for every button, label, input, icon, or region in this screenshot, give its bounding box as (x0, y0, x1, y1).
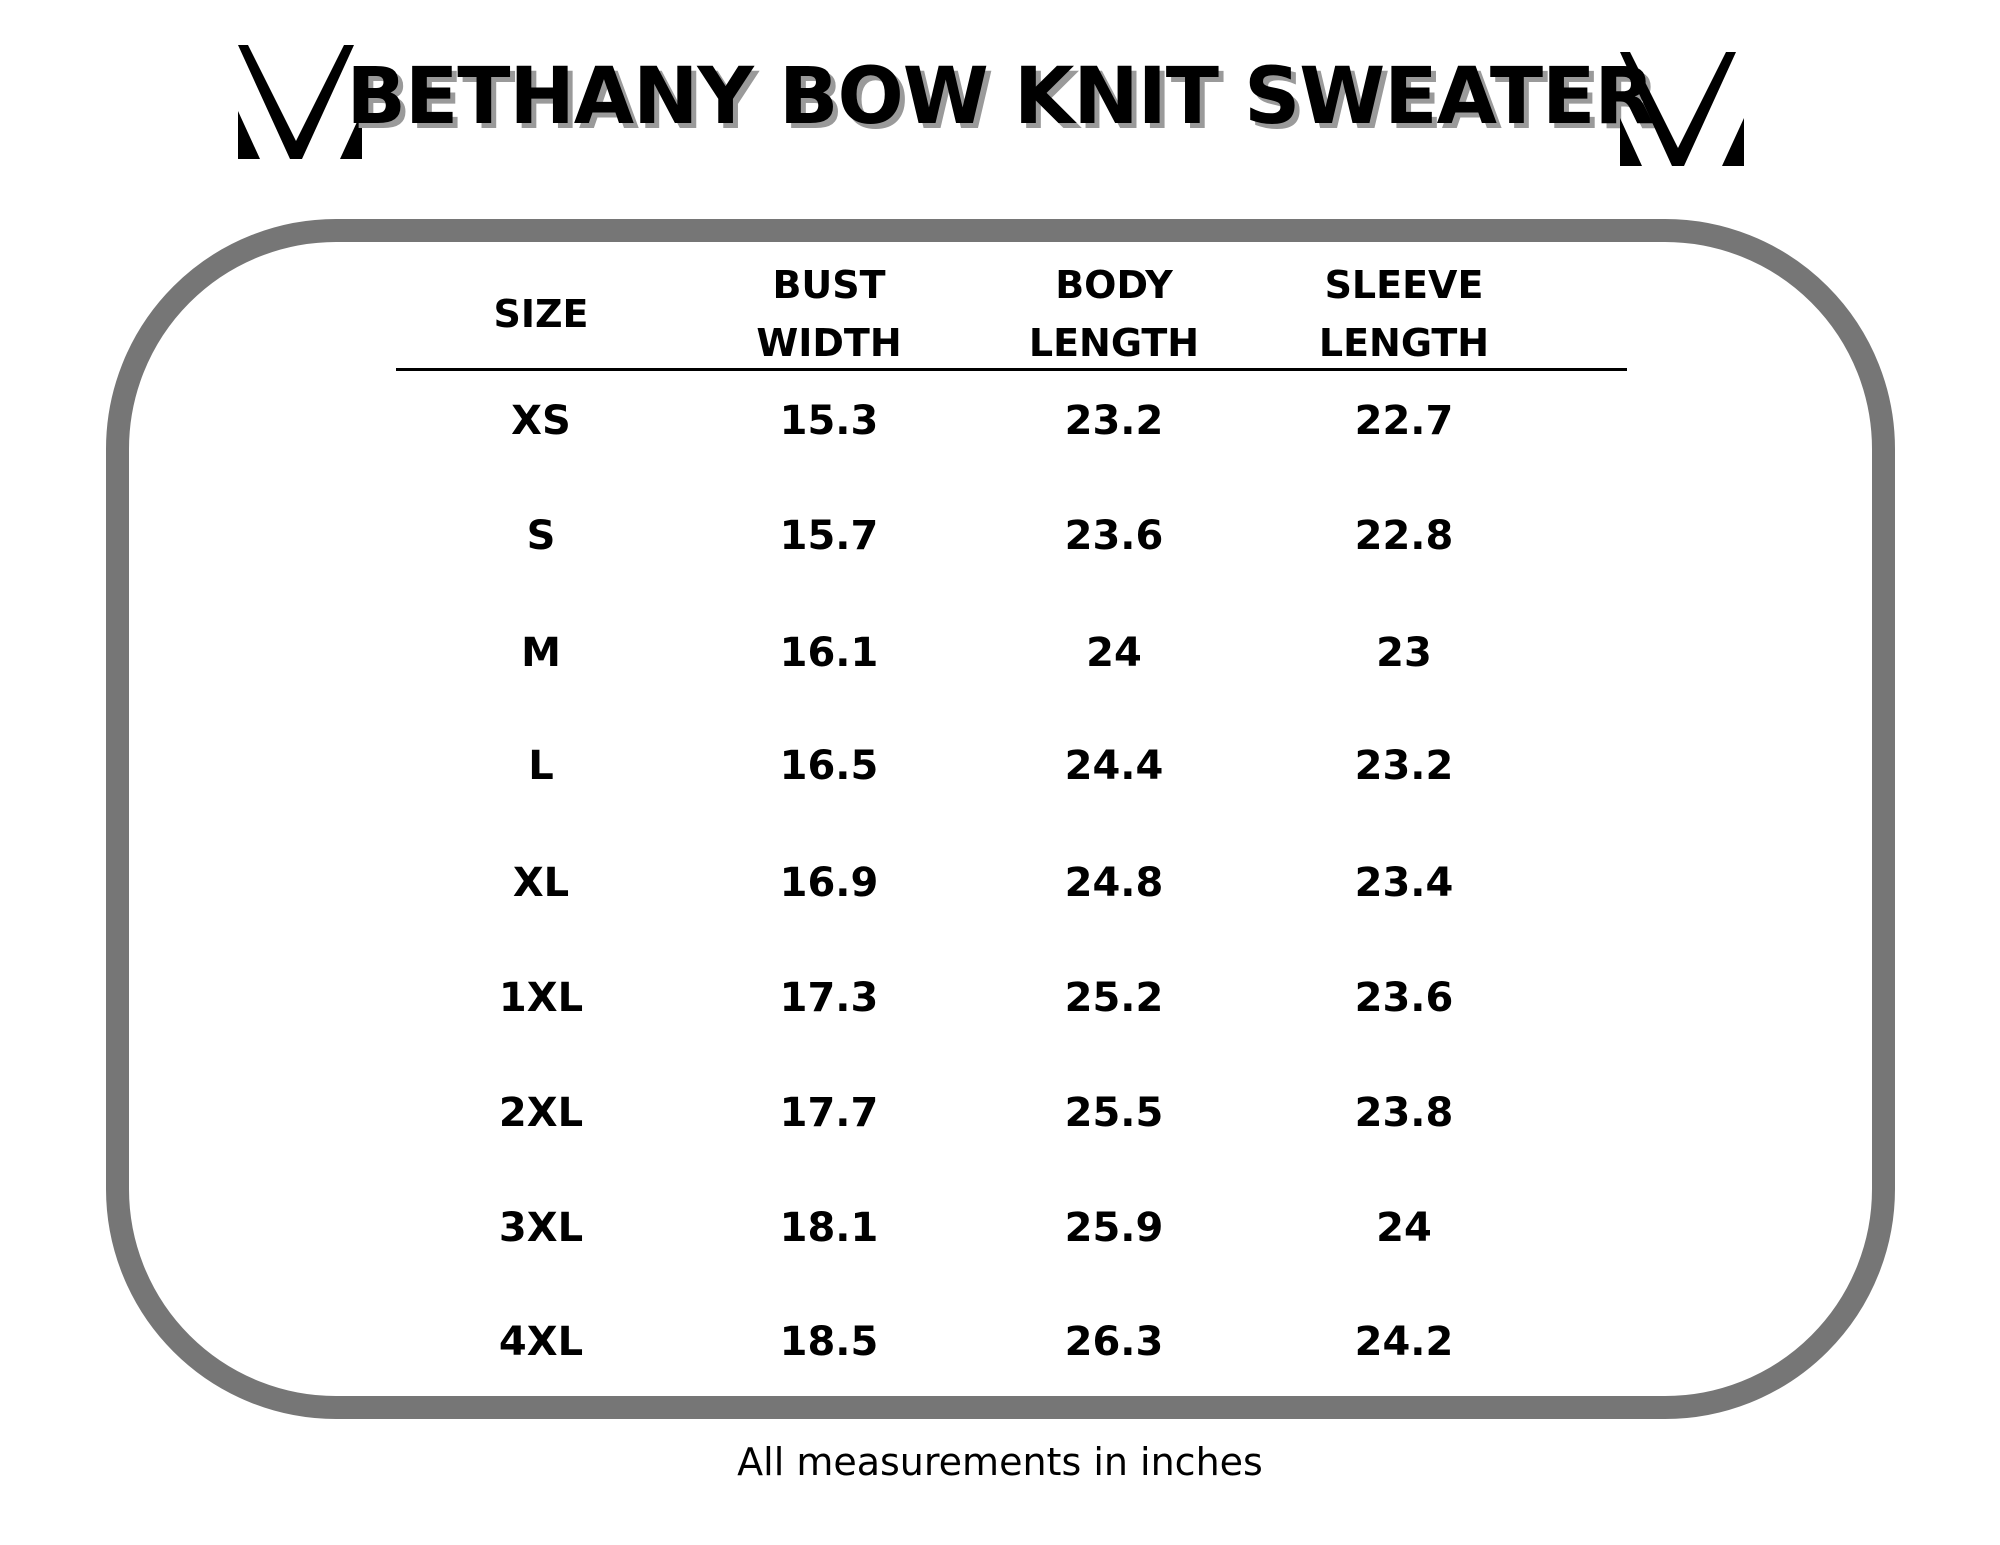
cell-sleeve-length: 23.4 (1354, 860, 1454, 906)
column-header-size: SIZE (391, 285, 691, 343)
v-monogram-icon (1620, 52, 1744, 166)
cell-body-length: 24 (1086, 630, 1142, 676)
cell-size: S (526, 513, 556, 559)
cell-body-length: 23.2 (1064, 398, 1164, 444)
cell-body-length: 24.8 (1064, 860, 1164, 906)
cell-body-length: 24.4 (1064, 743, 1164, 789)
cell-size: 1XL (498, 975, 584, 1021)
page-title: BETHANY BOW KNIT SWEATER (346, 52, 1655, 142)
measurement-note: All measurements in inches (737, 1440, 1263, 1484)
cell-body-length: 25.2 (1064, 975, 1164, 1021)
cell-bust-width: 15.3 (779, 398, 879, 444)
column-header-line: SLEEVE (1324, 263, 1484, 307)
cell-size: XL (512, 860, 570, 906)
cell-sleeve-length: 22.8 (1354, 513, 1454, 559)
cell-bust-width: 15.7 (779, 513, 879, 559)
column-header-line: LENGTH (1318, 321, 1490, 365)
column-header-sleeve-length: SLEEVE LENGTH (1254, 256, 1554, 372)
cell-body-length: 25.5 (1064, 1090, 1164, 1136)
v-monogram-icon (238, 45, 362, 159)
cell-size: 2XL (498, 1090, 584, 1136)
cell-bust-width: 17.7 (779, 1090, 879, 1136)
cell-sleeve-length: 23.6 (1354, 975, 1454, 1021)
cell-bust-width: 17.3 (779, 975, 879, 1021)
cell-size: L (528, 743, 554, 789)
column-header-line: SIZE (493, 292, 589, 336)
cell-sleeve-length: 22.7 (1354, 398, 1454, 444)
cell-sleeve-length: 23.8 (1354, 1090, 1454, 1136)
cell-bust-width: 18.5 (779, 1319, 879, 1365)
column-header-line: LENGTH (1028, 321, 1200, 365)
header-divider (396, 368, 1627, 371)
cell-sleeve-length: 23.2 (1354, 743, 1454, 789)
cell-body-length: 23.6 (1064, 513, 1164, 559)
cell-sleeve-length: 23 (1376, 630, 1432, 676)
cell-bust-width: 18.1 (779, 1205, 879, 1251)
cell-sleeve-length: 24 (1376, 1205, 1432, 1251)
cell-sleeve-length: 24.2 (1354, 1319, 1454, 1365)
cell-size: 4XL (498, 1319, 584, 1365)
column-header-line: BODY (1055, 263, 1173, 307)
cell-size: 3XL (498, 1205, 584, 1251)
size-chart-frame (106, 219, 1895, 1419)
cell-bust-width: 16.9 (779, 860, 879, 906)
cell-body-length: 25.9 (1064, 1205, 1164, 1251)
column-header-bust-width: BUST WIDTH (679, 256, 979, 372)
cell-body-length: 26.3 (1064, 1319, 1164, 1365)
column-header-body-length: BODY LENGTH (964, 256, 1264, 372)
column-header-line: BUST (772, 263, 886, 307)
cell-size: XS (511, 398, 571, 444)
cell-size: M (521, 630, 561, 676)
cell-bust-width: 16.1 (779, 630, 879, 676)
cell-bust-width: 16.5 (779, 743, 879, 789)
column-header-line: WIDTH (756, 321, 902, 365)
